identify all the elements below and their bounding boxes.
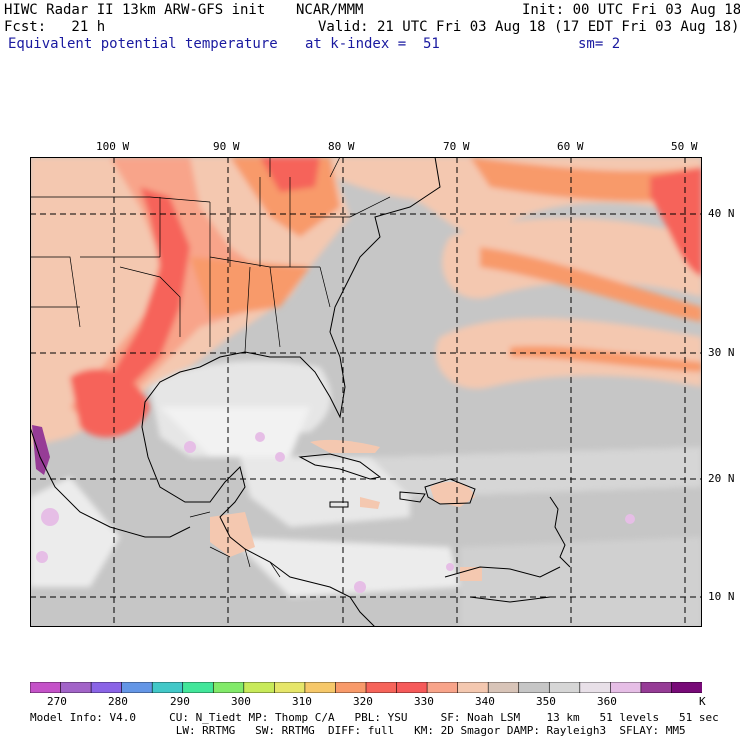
forecast-hour: Fcst: 21 h — [4, 19, 106, 35]
colorbar-swatch — [335, 682, 367, 693]
lon-label: 90 W — [213, 140, 240, 153]
colorbar-swatch — [151, 682, 184, 693]
colorbar-swatch — [457, 682, 489, 693]
colorbar-swatch — [304, 682, 337, 693]
center-label: NCAR/MMM — [296, 2, 364, 18]
colorbar-swatch — [365, 682, 398, 693]
colorbar-swatch — [90, 682, 123, 693]
lon-label: 100 W — [96, 140, 130, 153]
lat-label: 30 N — [708, 346, 735, 359]
lavender-patches — [36, 432, 635, 593]
colorbar-swatch — [671, 682, 702, 693]
continental-warm-air — [30, 157, 350, 447]
physics-info: LW: RRTMG SW: RRTMG DIFF: full KM: 2D Sm… — [30, 724, 686, 737]
atlantic-warm-bands — [330, 157, 702, 389]
colorbar-swatch — [60, 682, 92, 693]
colorbar-swatch — [121, 682, 153, 693]
map-frame — [30, 157, 702, 627]
colorbar-swatch — [212, 682, 245, 693]
colorbar-swatch — [579, 682, 612, 693]
model-info: Model Info: V4.0 CU: N_Tiedt MP: Thomp C… — [30, 711, 719, 724]
colorbar-tick-label: 350 — [536, 695, 556, 708]
coastlines — [30, 157, 571, 627]
smoothing-info: sm= 2 — [578, 36, 621, 52]
colorbar-swatch — [487, 682, 520, 693]
colorbar-swatch — [640, 682, 673, 693]
colorbar-swatch — [518, 682, 551, 693]
valid-time: Valid: 21 UTC Fri 03 Aug 18 (17 EDT Fri … — [318, 19, 740, 35]
colorbar-swatch — [396, 682, 428, 693]
colorbar-tick-label: 280 — [108, 695, 128, 708]
lon-label: 80 W — [328, 140, 355, 153]
theta-e-map — [30, 157, 702, 627]
level-info: at k-index = 51 — [305, 36, 440, 52]
colorbar-tick-label: 290 — [170, 695, 190, 708]
colorbar-tick-label: 300 — [231, 695, 251, 708]
model-title: HIWC Radar II 13km ARW-GFS init — [4, 2, 266, 18]
lat-label: 20 N — [708, 472, 735, 485]
lat-label: 10 N — [708, 590, 735, 603]
colorbar-swatch — [182, 682, 215, 693]
colorbar-swatch — [548, 682, 581, 693]
colorbar-tick-label: 340 — [475, 695, 495, 708]
colorbar-unit: K — [699, 695, 706, 708]
init-time: Init: 00 UTC Fri 03 Aug 18 — [522, 2, 740, 18]
lat-lon-grid — [30, 157, 702, 627]
colorbar-swatch — [30, 682, 62, 693]
colorbar-swatch — [243, 682, 276, 693]
lon-label: 70 W — [443, 140, 470, 153]
colorbar-tick-label: 310 — [292, 695, 312, 708]
lon-label: 50 W — [671, 140, 698, 153]
field-name: Equivalent potential temperature — [8, 36, 278, 52]
purple-patch — [32, 425, 50, 475]
colorbar-tick-label: 270 — [47, 695, 67, 708]
land-warm-patches — [210, 439, 482, 581]
colorbar-tick-label: 330 — [414, 695, 434, 708]
colorbar-swatch — [426, 682, 459, 693]
colorbar-swatch — [610, 682, 642, 693]
colorbar-swatch — [274, 682, 306, 693]
political-boundaries — [30, 157, 391, 578]
colorbar-tick-label: 320 — [353, 695, 373, 708]
lon-label: 60 W — [557, 140, 584, 153]
lat-label: 40 N — [708, 207, 735, 220]
colorbar — [30, 682, 702, 693]
colorbar-tick-label: 360 — [597, 695, 617, 708]
